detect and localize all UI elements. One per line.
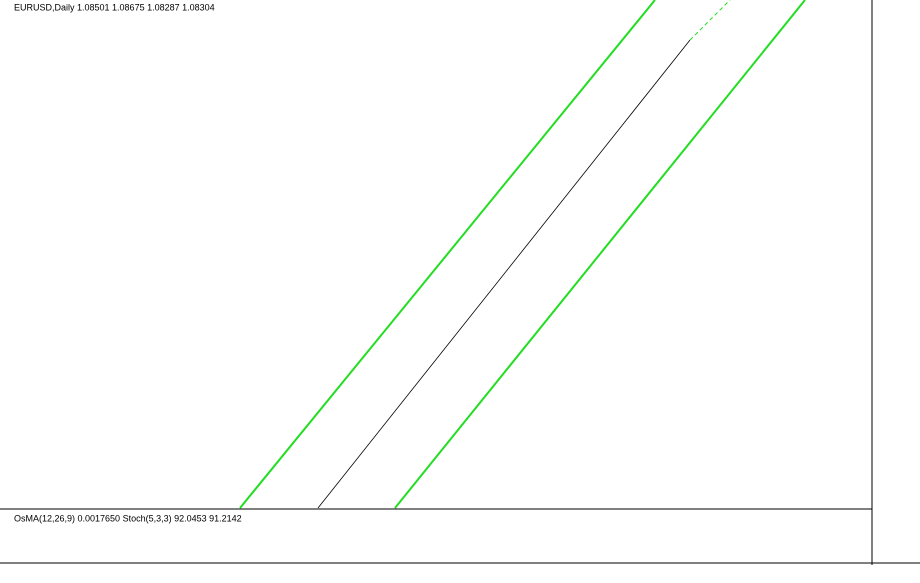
channel-mid-line xyxy=(317,39,691,509)
channel-extension xyxy=(689,0,731,41)
indicator-title: OsMA(12,26,9) 0.0017650 Stoch(5,3,3) 92.… xyxy=(14,513,242,523)
channel-line xyxy=(239,0,656,509)
chart-title: EURUSD,Daily 1.08501 1.08675 1.08287 1.0… xyxy=(14,2,215,12)
channel xyxy=(239,0,806,509)
channel-line xyxy=(394,0,806,509)
